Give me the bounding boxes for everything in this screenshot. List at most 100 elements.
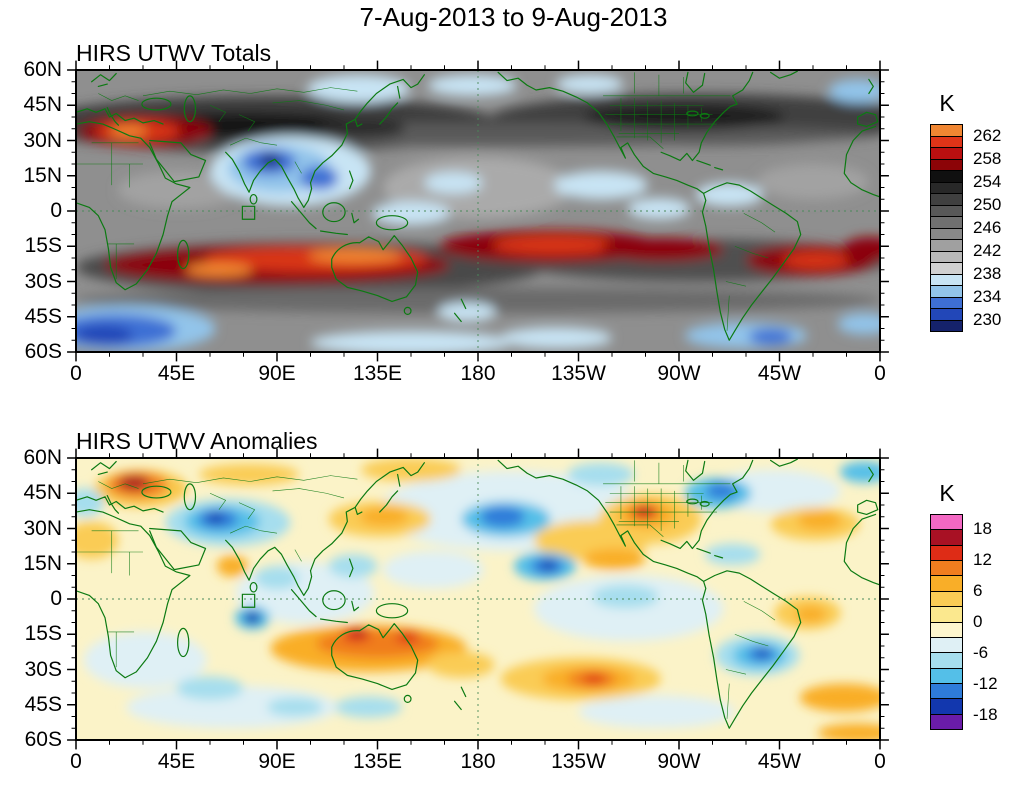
colorbar-segment — [931, 239, 962, 251]
colorbar-segment — [931, 319, 962, 331]
y-tick-label: 30N — [23, 516, 62, 540]
x-tick-label: 0 — [874, 362, 886, 385]
colorbar-segment — [931, 285, 962, 297]
x-tick-label: 45W — [757, 750, 802, 773]
totals-colorbar-labels: 262 258 254 250 246 242 238 234 230 — [963, 124, 1015, 332]
colorbar-segment — [931, 147, 962, 159]
colorbar-segment — [931, 273, 962, 285]
anomalies-y-axis-labels: 60N 45N 30N 15N 0 15S 30S 45S 60S — [4, 446, 68, 751]
colorbar-tick-label: 12 — [973, 550, 992, 570]
totals-map — [76, 70, 880, 352]
colorbar-segment — [931, 560, 962, 576]
colorbar-segment — [931, 227, 962, 239]
x-tick-label: 45E — [157, 750, 196, 773]
map-frame — [76, 458, 880, 740]
anomalies-panel-title: HIRS UTWV Anomalies — [76, 428, 318, 454]
y-tick-label: 60S — [24, 340, 62, 363]
x-tick-label: 45W — [757, 362, 802, 385]
colorbar-tick-label: 234 — [973, 287, 1002, 307]
y-tick-label: 45N — [23, 93, 62, 117]
colorbar-segment — [931, 181, 962, 193]
x-tick-label: 0 — [70, 362, 82, 385]
totals-colorbar-unit: K — [939, 90, 955, 116]
y-tick-label: 0 — [50, 199, 62, 222]
colorbar-segment — [931, 308, 962, 320]
map-frame — [76, 70, 880, 352]
colorbar-segment — [931, 204, 962, 216]
colorbar-tick-label: 246 — [973, 218, 1002, 237]
x-tick-label: 180 — [460, 362, 496, 385]
x-tick-label: 45E — [157, 362, 196, 385]
x-tick-label: 0 — [874, 750, 886, 773]
x-tick-label: 90E — [258, 750, 296, 773]
colorbar-tick-label: 242 — [973, 241, 1002, 261]
colorbar-tick-label: 250 — [973, 194, 1002, 214]
colorbar-segment — [931, 135, 962, 147]
colorbar-tick-label: -18 — [973, 704, 998, 724]
y-tick-label: 30N — [23, 128, 62, 152]
colorbar-segment — [931, 250, 962, 262]
colorbar-segment — [931, 652, 962, 668]
colorbar-segment — [931, 125, 962, 136]
y-tick-label: 0 — [50, 587, 62, 610]
x-tick-label: 180 — [460, 750, 496, 773]
colorbar-tick-label: 238 — [973, 264, 1002, 284]
colorbar-segment — [931, 713, 962, 730]
anomalies-colorbar-unit: K — [939, 480, 955, 506]
colorbar-segment — [931, 529, 962, 545]
totals-panel-title: HIRS UTWV Totals — [76, 40, 272, 66]
y-tick-label: 15S — [24, 622, 62, 646]
colorbar-segment — [931, 515, 962, 530]
colorbar-tick-label: 0 — [973, 612, 983, 631]
x-tick-label: 90W — [657, 750, 701, 773]
colorbar-tick-label: 230 — [973, 310, 1002, 330]
anomalies-colorbar-segments — [930, 514, 963, 730]
x-tick-label: 0 — [70, 750, 82, 773]
y-tick-label: 45S — [24, 304, 62, 328]
colorbar-segment — [931, 216, 962, 228]
y-tick-label: 60S — [24, 728, 62, 751]
anomalies-colorbar-labels: 18 12 6 0 -6 -12 -18 — [963, 514, 1015, 730]
colorbar-segment — [931, 636, 962, 653]
colorbar-tick-label: 254 — [973, 171, 1002, 191]
y-tick-label: 60N — [23, 446, 62, 469]
x-tick-label: 90W — [657, 362, 701, 385]
colorbar-segment — [931, 262, 962, 274]
colorbar-tick-label: -12 — [973, 673, 998, 693]
x-tick-label: 135W — [551, 362, 606, 385]
colorbar-tick-label: 18 — [973, 519, 992, 539]
colorbar-segment — [931, 193, 962, 205]
y-tick-label: 15N — [23, 163, 62, 187]
colorbar-tick-label: -6 — [973, 642, 989, 662]
colorbar-segment — [931, 544, 962, 561]
anomalies-x-axis-labels: 0 45E 90E 135E 180 135W 90W 45W 0 — [70, 742, 886, 773]
totals-y-axis-labels: 60N 45N 30N 15N 0 15S 30S 45S 60S — [4, 58, 68, 363]
totals-contour-field — [76, 70, 880, 352]
colorbar-segment — [931, 682, 962, 699]
totals-colorbar-segments — [930, 124, 963, 332]
y-tick-label: 30S — [24, 657, 62, 681]
anomalies-colorbar: K 18 12 6 0 -6 -12 -18 — [930, 480, 1015, 730]
y-tick-label: 30S — [24, 269, 62, 293]
x-tick-label: 90E — [258, 362, 296, 385]
colorbar-segment — [931, 606, 962, 622]
y-tick-label: 45S — [24, 692, 62, 716]
figure-title: 7-Aug-2013 to 9-Aug-2013 — [359, 2, 668, 32]
x-tick-label: 135W — [551, 750, 606, 773]
colorbar-segment — [931, 296, 962, 308]
y-tick-label: 15N — [23, 551, 62, 575]
colorbar-tick-label: 258 — [973, 148, 1002, 168]
y-tick-label: 15S — [24, 234, 62, 258]
colorbar-tick-label: 262 — [973, 125, 1002, 145]
totals-x-axis-labels: 0 45E 90E 135E 180 135W 90W 45W 0 — [70, 354, 886, 385]
y-tick-label: 45N — [23, 481, 62, 505]
colorbar-segment — [931, 590, 962, 607]
anomalies-contour-field — [76, 458, 880, 740]
x-tick-label: 135E — [352, 362, 403, 385]
colorbar-segment — [931, 575, 962, 591]
colorbar-tick-label: 6 — [973, 581, 983, 601]
colorbar-segment — [931, 158, 962, 170]
totals-colorbar: K 262 258 254 250 246 242 238 234 230 — [930, 90, 1015, 332]
colorbar-segment — [931, 621, 962, 637]
